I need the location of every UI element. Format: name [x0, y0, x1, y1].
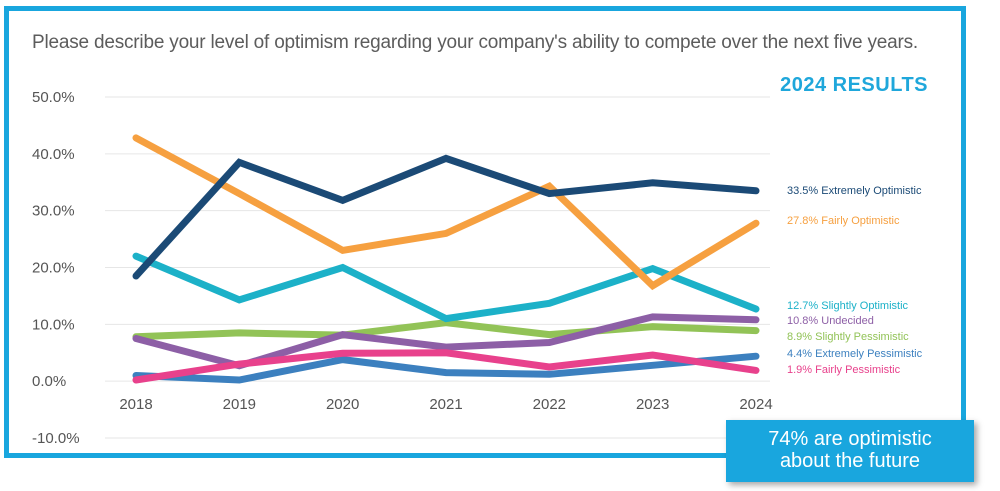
x-tick-label: 2024 — [739, 396, 772, 413]
results-title: 2024 RESULTS — [780, 74, 928, 96]
chart-border — [4, 6, 966, 458]
x-tick-label: 2019 — [223, 396, 256, 413]
x-tick-label: 2018 — [119, 396, 152, 413]
y-tick-label: 50.0% — [32, 89, 75, 106]
series-label: 33.5% Extremely Optimistic — [787, 185, 922, 197]
callout-box: 74% are optimistic about the future — [726, 420, 974, 482]
y-axis-ticks: 50.0% 40.0% 30.0% 20.0% 10.0% 0.0% -10.0% — [32, 89, 80, 447]
series-label: 12.7% Slightly Optimistic — [787, 300, 909, 312]
survey-question: Please describe your level of optimism r… — [32, 32, 919, 53]
y-tick-label: -10.0% — [32, 430, 80, 447]
x-tick-label: 2023 — [636, 396, 669, 413]
callout-line-1: 74% are optimistic — [768, 428, 932, 450]
x-tick-label: 2021 — [429, 396, 462, 413]
series-lines — [132, 134, 760, 384]
x-tick-label: 2020 — [326, 396, 359, 413]
series-label: 27.8% Fairly Optimistic — [787, 215, 900, 227]
series-label: 8.9% Slightly Pessimistic — [787, 331, 909, 343]
y-tick-label: 0.0% — [32, 373, 66, 390]
series-label: 4.4% Extremely Pessimistic — [787, 348, 923, 360]
x-tick-label: 2022 — [533, 396, 566, 413]
callout-line-2: about the future — [779, 450, 921, 472]
y-tick-label: 30.0% — [32, 203, 75, 220]
y-tick-label: 40.0% — [32, 146, 75, 163]
series-label: 10.8% Undecided — [787, 315, 874, 327]
series-line-extremely-optimistic — [132, 154, 760, 280]
y-tick-label: 10.0% — [32, 316, 75, 333]
series-labels: 33.5% Extremely Optimistic 27.8% Fairly O… — [787, 185, 923, 376]
series-line-slightly-optimistic — [132, 252, 760, 323]
grid-lines — [105, 96, 770, 439]
x-axis-ticks: 2018 2019 2020 2021 2022 2023 2024 — [119, 396, 772, 413]
series-label: 1.9% Fairly Pessimistic — [787, 364, 901, 376]
y-tick-label: 20.0% — [32, 260, 75, 277]
